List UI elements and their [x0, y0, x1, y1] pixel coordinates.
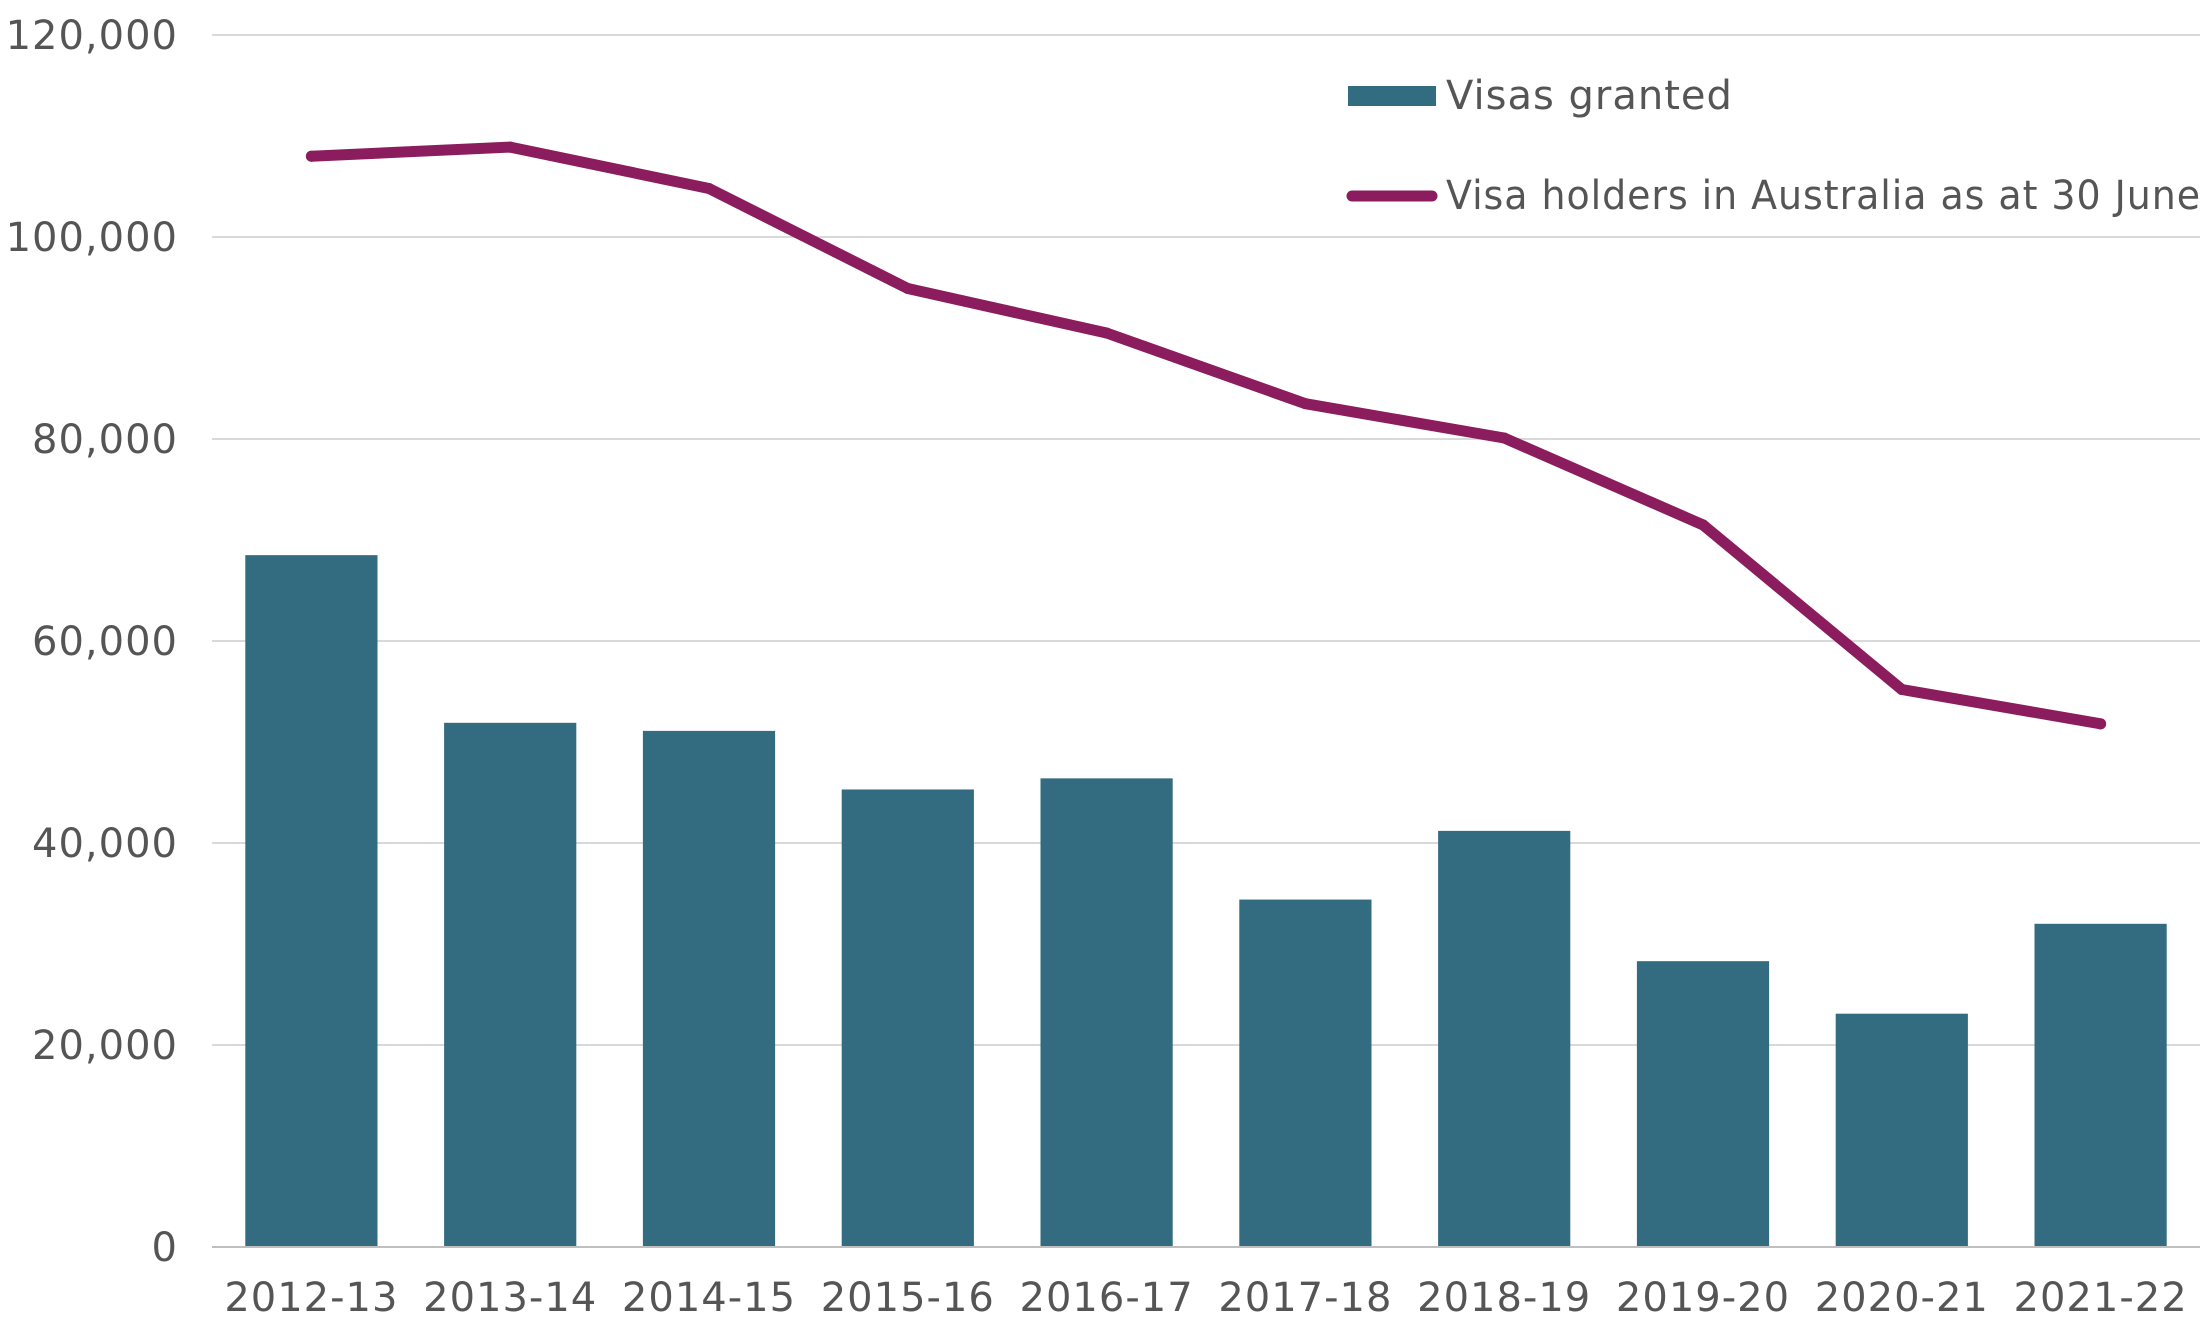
bar: [841, 789, 974, 1247]
legend: Visas granted Visa holders in Australia …: [1346, 73, 2201, 219]
line-point: [703, 183, 715, 195]
line-point: [1697, 519, 1709, 531]
bar: [444, 722, 577, 1247]
bar: [642, 730, 776, 1247]
x-tick-label: 2012-13: [224, 1275, 398, 1321]
y-tick-label: 80,000: [32, 417, 178, 463]
y-tick-label: 60,000: [32, 619, 178, 665]
line-point: [1896, 683, 1908, 695]
line-point: [1101, 327, 1113, 339]
y-axis: 0 20,000 40,000 60,000 80,000 100,000 120,000: [6, 13, 178, 1271]
y-tick-label: 20,000: [32, 1023, 178, 1069]
y-tick-label: 120,000: [6, 13, 178, 59]
y-tick-label: 40,000: [32, 821, 178, 867]
y-tick-label: 0: [152, 1225, 178, 1271]
x-tick-label: 2020-21: [1815, 1275, 1989, 1321]
x-tick-label: 2014-15: [622, 1275, 796, 1321]
bar: [1636, 961, 1770, 1247]
y-tick-label: 100,000: [6, 215, 178, 261]
line-series: [305, 141, 2107, 730]
legend-label-visas-granted: Visas granted: [1446, 73, 1733, 119]
x-tick-label: 2015-16: [821, 1275, 995, 1321]
bar: [1835, 1013, 1968, 1247]
bar-series: [245, 555, 2167, 1247]
bar: [1438, 830, 1571, 1247]
bar: [2034, 923, 2167, 1247]
x-axis: 2012-13 2013-14 2014-15 2015-16 2016-17 2017-…: [212, 1246, 2200, 1321]
x-tick-label: 2019-20: [1616, 1275, 1790, 1321]
x-tick-label: 2013-14: [423, 1275, 597, 1321]
bar: [1040, 778, 1173, 1247]
x-tick-label: 2016-17: [1020, 1275, 1194, 1321]
line-point: [305, 150, 317, 162]
legend-swatch-visas-granted: [1348, 86, 1436, 106]
line-point: [902, 283, 914, 295]
line-point: [504, 141, 516, 153]
line-series-path: [305, 141, 2107, 730]
bar: [1239, 899, 1372, 1247]
x-tick-label: 2018-19: [1417, 1275, 1591, 1321]
bar: [245, 555, 378, 1247]
line-point: [2095, 718, 2107, 730]
line-point: [1299, 398, 1311, 410]
line-point: [1498, 432, 1510, 444]
legend-label-visa-holders: Visa holders in Australia as at 30 June: [1446, 173, 2201, 219]
x-tick-label: 2021-22: [2014, 1275, 2188, 1321]
x-tick-label: 2017-18: [1218, 1275, 1392, 1321]
